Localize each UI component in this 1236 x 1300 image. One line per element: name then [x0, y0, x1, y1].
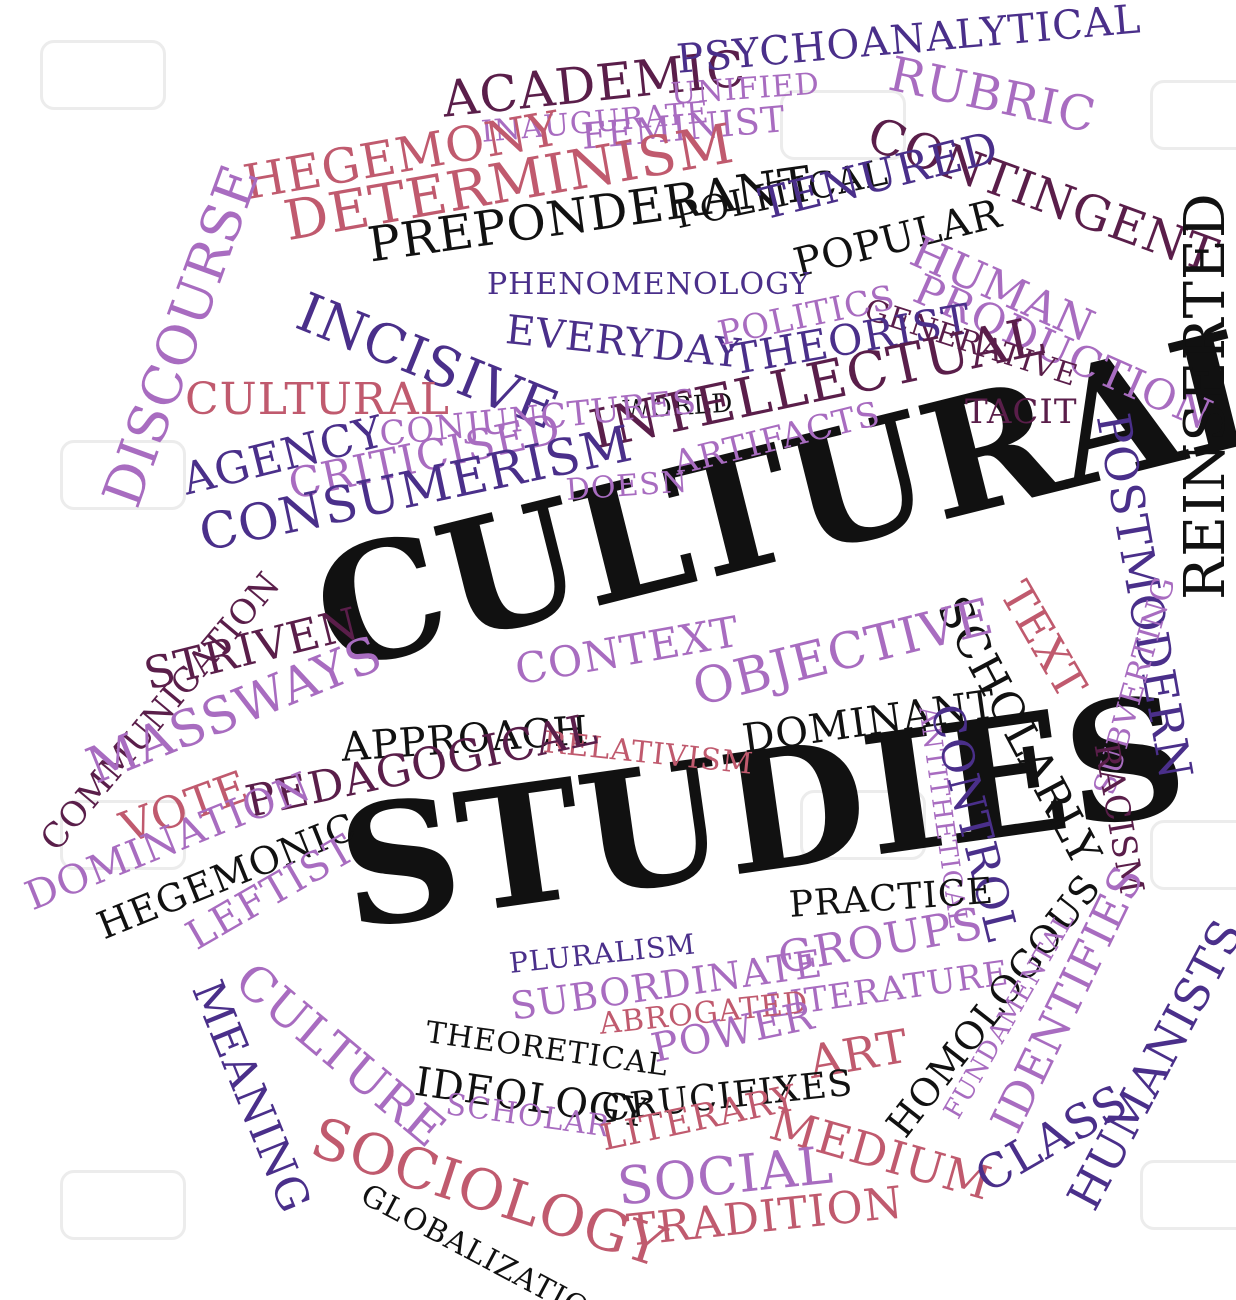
cloud-word: REINSERTED	[1173, 192, 1236, 600]
watermark-badge	[40, 40, 166, 110]
cloud-word: TACIT	[965, 392, 1078, 432]
watermark-badge	[1140, 1160, 1236, 1230]
cloud-word: PHENOMENOLOGY	[487, 267, 811, 302]
cloud-word: EVERYDAY	[503, 307, 744, 378]
watermark-badge	[800, 790, 926, 860]
watermark-badge	[1150, 820, 1236, 890]
cloud-word: CULTURAL	[185, 374, 450, 425]
watermark-badge	[60, 800, 186, 870]
watermark-badge	[1150, 80, 1236, 150]
watermark-badge	[60, 440, 186, 510]
watermark-badge	[780, 90, 906, 160]
watermark-badge	[60, 1170, 186, 1240]
